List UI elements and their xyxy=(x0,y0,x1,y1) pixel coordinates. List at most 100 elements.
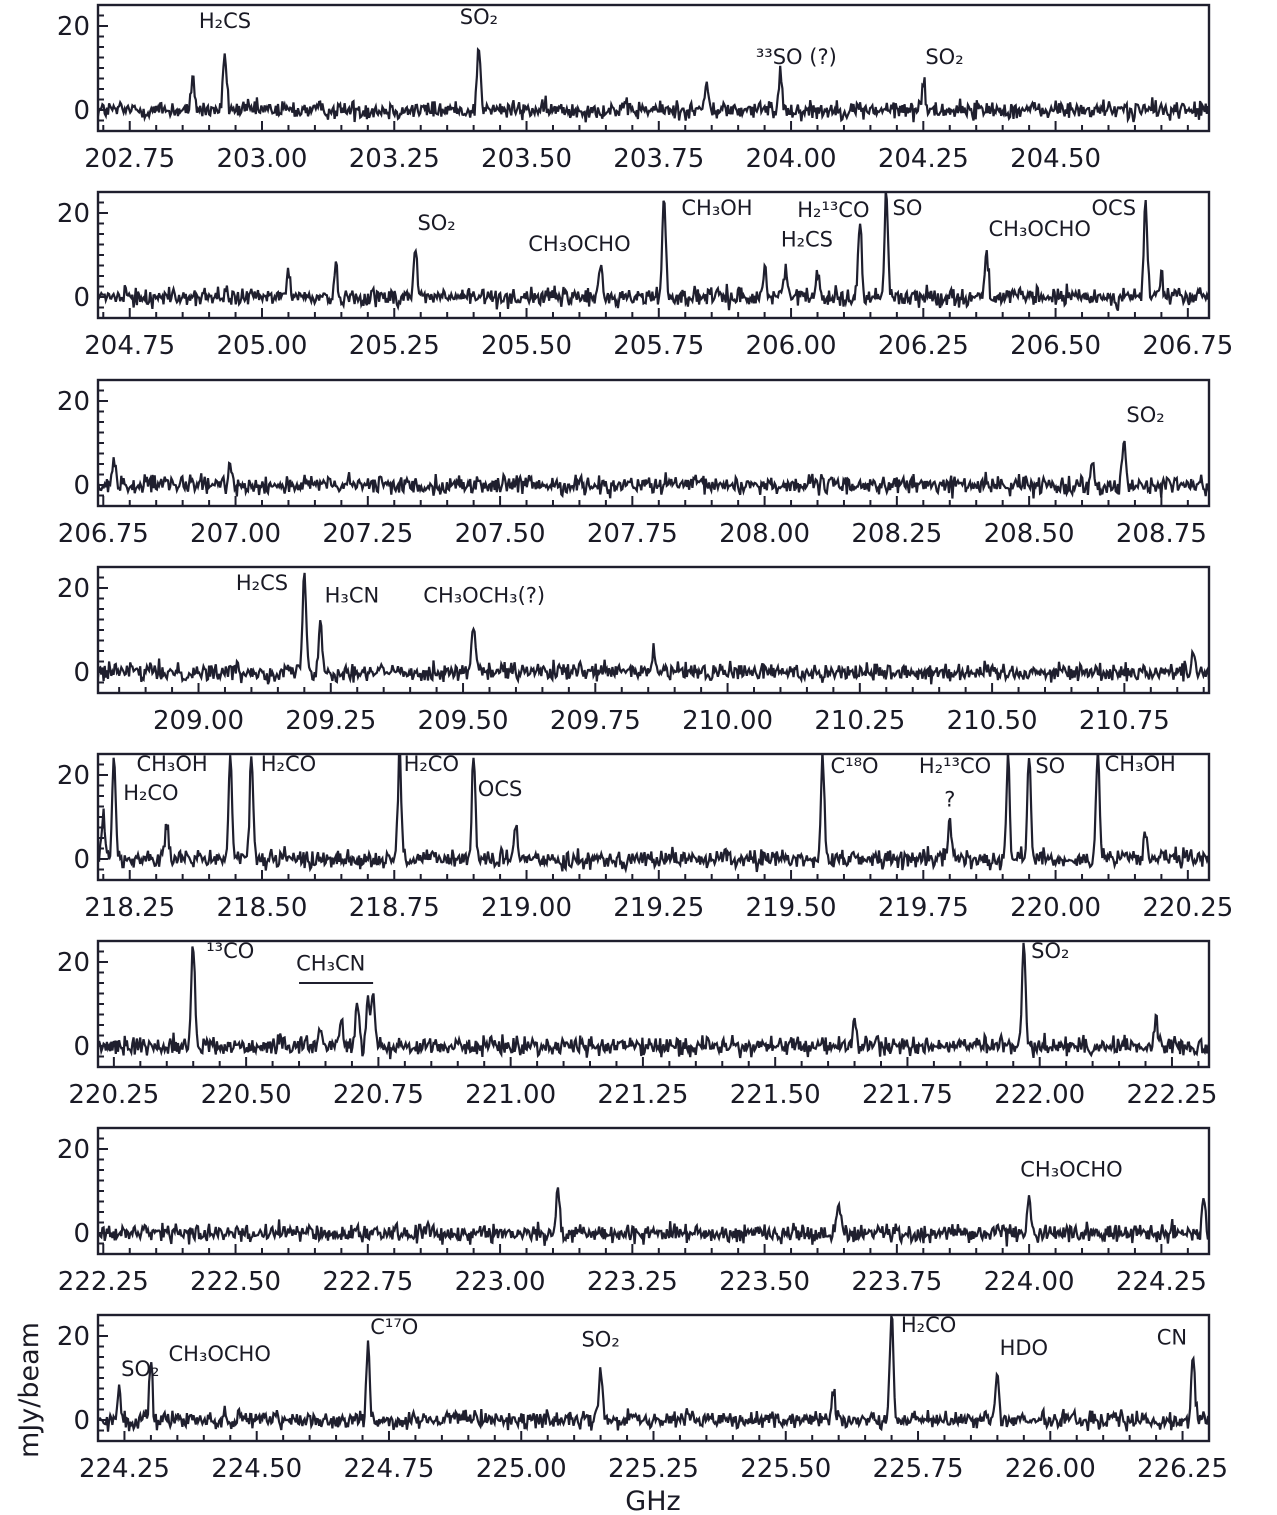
x-tick-label: 204.75 xyxy=(84,331,175,361)
x-tick-label: 223.50 xyxy=(719,1267,810,1297)
x-tick-label: 220.00 xyxy=(1010,893,1101,923)
x-tick-label: 207.00 xyxy=(190,519,281,549)
x-tick-label: 203.50 xyxy=(481,144,572,174)
x-tick-label: 208.00 xyxy=(719,519,810,549)
x-tick-label: 223.25 xyxy=(587,1267,678,1297)
y-tick-label: 20 xyxy=(57,574,90,604)
x-tick-label: 220.75 xyxy=(333,1080,424,1110)
line-label: CH₃OCHO xyxy=(528,232,630,256)
x-tick-label: 209.00 xyxy=(153,706,244,736)
line-label: H₂¹³CO xyxy=(919,754,991,778)
x-tick-label: 223.75 xyxy=(851,1267,942,1297)
line-label: H₂CO xyxy=(123,781,178,805)
x-tick-label: 208.25 xyxy=(851,519,942,549)
x-tick-label: 204.50 xyxy=(1010,144,1101,174)
y-tick-label: 20 xyxy=(57,1322,90,1352)
line-label: CH₃OCH₃(?) xyxy=(423,584,545,608)
x-tick-label: 222.25 xyxy=(58,1267,149,1297)
x-tick-label: 203.00 xyxy=(217,144,308,174)
line-label: SO₂ xyxy=(121,1357,159,1381)
x-tick-label: 220.50 xyxy=(201,1080,292,1110)
y-tick-label: 0 xyxy=(73,845,90,875)
x-tick-label: 210.50 xyxy=(947,706,1038,736)
x-axis-title: GHz xyxy=(625,1486,680,1515)
x-tick-label: 224.25 xyxy=(1116,1267,1207,1297)
line-label: ¹³CO xyxy=(206,939,254,963)
x-tick-label: 225.00 xyxy=(476,1454,567,1484)
panel-1: 0 20 202.75 203.00 203.25 203.50 203.75 204.00 2… xyxy=(57,3,1211,174)
panel-5: 0 20 218.25 218.50 218.75 219.00 219.25 219.50 2… xyxy=(57,752,1233,923)
line-label: CN xyxy=(1157,1325,1187,1349)
y-tick-label: 0 xyxy=(73,658,90,688)
x-tick-label: 206.75 xyxy=(58,519,149,549)
x-tick-label: 205.00 xyxy=(217,331,308,361)
x-tick-label: 205.25 xyxy=(349,331,440,361)
line-label: CH₃OCHO xyxy=(1020,1157,1122,1181)
line-label: OCS xyxy=(478,777,523,801)
line-label: SO₂ xyxy=(1126,403,1164,427)
x-tick-label: 225.75 xyxy=(873,1454,964,1484)
line-label: ? xyxy=(944,788,955,812)
x-tick-label: 219.00 xyxy=(481,893,572,923)
x-tick-label: 221.25 xyxy=(597,1080,688,1110)
x-tick-label: 226.25 xyxy=(1137,1454,1228,1484)
line-label: H₂CS xyxy=(199,9,251,33)
x-tick-label: 206.00 xyxy=(746,331,837,361)
panel-frame xyxy=(96,1313,1211,1443)
line-label: CH₃OH xyxy=(681,196,752,220)
line-label: H₂CO xyxy=(261,752,316,776)
line-label: C¹⁷O xyxy=(370,1315,418,1339)
x-tick-label: 202.75 xyxy=(84,144,175,174)
x-tick-label: 224.75 xyxy=(343,1454,434,1484)
x-tick-label: 222.00 xyxy=(994,1080,1085,1110)
x-tick-label: 222.50 xyxy=(190,1267,281,1297)
line-label: H₃CN xyxy=(325,584,380,608)
x-tick-label: 209.25 xyxy=(285,706,376,736)
spectrum-line xyxy=(98,1187,1209,1247)
line-label: SO₂ xyxy=(460,5,498,29)
x-tick-label: 222.25 xyxy=(1126,1080,1217,1110)
line-label: SO₂ xyxy=(925,45,963,69)
y-tick-label: 20 xyxy=(57,12,90,42)
x-tick-label: 209.50 xyxy=(418,706,509,736)
y-tick-label: 0 xyxy=(73,283,90,313)
spectrum-line xyxy=(98,440,1209,499)
x-tick-label: 219.75 xyxy=(878,893,969,923)
x-tick-label: 207.75 xyxy=(587,519,678,549)
x-tick-label: 220.25 xyxy=(1142,893,1233,923)
panel-2: 0 20 204.75 205.00 205.25 205.50 205.75 206.00 2… xyxy=(57,190,1233,361)
line-label: CH₃OCHO xyxy=(989,217,1091,241)
x-tick-label: 218.25 xyxy=(84,893,175,923)
y-tick-label: 0 xyxy=(73,96,90,126)
spectrum-line xyxy=(98,942,1209,1060)
line-label: H₂CS xyxy=(781,228,833,252)
line-label: H₂¹³CO xyxy=(797,198,869,222)
x-tick-label: 208.50 xyxy=(984,519,1075,549)
line-label: SO₂ xyxy=(417,211,455,235)
line-label: HDO xyxy=(1000,1336,1049,1360)
x-tick-label: 204.25 xyxy=(878,144,969,174)
x-tick-label: 206.75 xyxy=(1142,331,1233,361)
x-tick-label: 205.50 xyxy=(481,331,572,361)
panel-4: 0 20 209.00 209.25 209.50 209.75 210.00 210.25 2… xyxy=(57,565,1211,736)
x-tick-label: 219.25 xyxy=(613,893,704,923)
y-axis-title: mJy/beam xyxy=(14,1322,45,1458)
x-tick-label: 220.25 xyxy=(68,1080,159,1110)
x-tick-label: 218.50 xyxy=(217,893,308,923)
line-label: SO₂ xyxy=(581,1328,619,1352)
spectrum-line xyxy=(98,46,1209,124)
y-tick-label: 20 xyxy=(57,761,90,791)
y-tick-label: 0 xyxy=(73,1406,90,1436)
spectrum-line xyxy=(98,754,1209,874)
line-label: SO xyxy=(893,196,923,220)
y-tick-label: 20 xyxy=(57,1135,90,1165)
x-tick-label: 209.75 xyxy=(550,706,641,736)
x-tick-label: 206.25 xyxy=(878,331,969,361)
line-label: CH₃OH xyxy=(136,752,207,776)
x-tick-label: 223.00 xyxy=(455,1267,546,1297)
line-label: CH₃OH xyxy=(1105,752,1176,776)
x-tick-label: 218.75 xyxy=(349,893,440,923)
line-label: SO₂ xyxy=(1031,939,1069,963)
line-label: ³³SO (?) xyxy=(756,45,837,69)
